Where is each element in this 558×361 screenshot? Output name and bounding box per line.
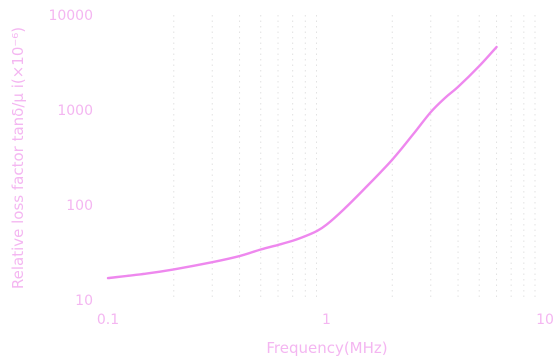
grid <box>173 15 536 300</box>
y-tick-label: 10 <box>75 293 93 309</box>
y-tick-label: 1000 <box>57 103 93 119</box>
y-tick-label: 100 <box>66 198 93 214</box>
series-layer <box>106 45 498 280</box>
x-tick-label: 10 <box>536 312 554 328</box>
x-axis-label: Frequency(MHz) <box>266 339 387 357</box>
y-axis-ticks: 10 100 1000 10000 <box>48 8 93 309</box>
y-axis-label: Relative loss factor tanδ/μ i(×10⁻⁶) <box>9 27 27 289</box>
x-axis-ticks: 0.1 1 10 <box>97 312 554 328</box>
x-tick-label: 0.1 <box>97 312 119 328</box>
y-tick-label: 10000 <box>48 8 93 24</box>
x-tick-label: 1 <box>322 312 331 328</box>
series-line <box>106 45 498 280</box>
